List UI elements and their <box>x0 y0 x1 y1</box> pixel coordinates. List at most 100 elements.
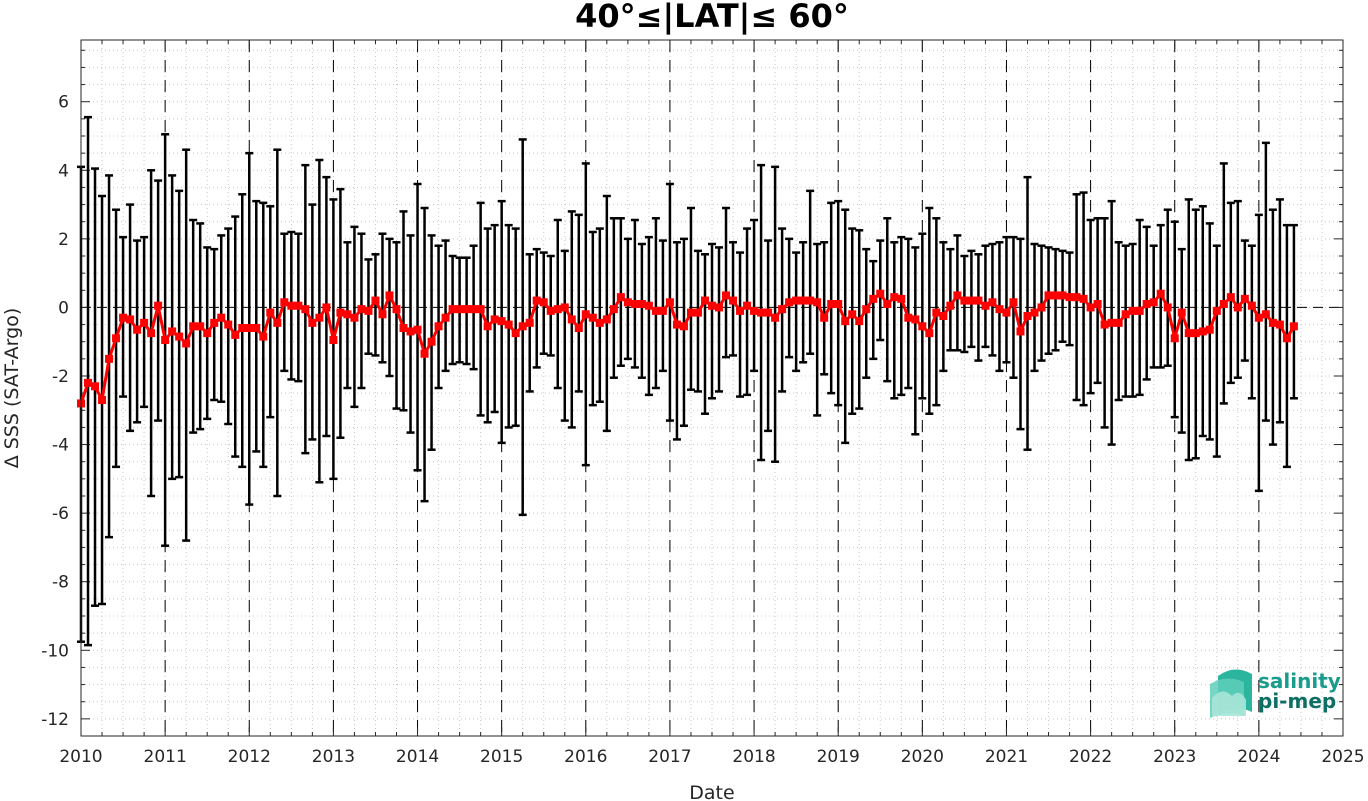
data-point <box>1289 322 1298 331</box>
data-point <box>441 313 450 322</box>
data-point <box>427 337 436 346</box>
data-point <box>1058 291 1067 300</box>
data-point <box>960 296 969 305</box>
data-point <box>1135 306 1144 315</box>
data-point <box>658 306 667 315</box>
y-tick-label: 6 <box>58 93 69 113</box>
data-point <box>1261 310 1270 319</box>
data-point <box>567 315 576 324</box>
x-tick-label: 2024 <box>1237 747 1280 767</box>
data-point <box>490 315 499 324</box>
data-point <box>294 301 303 310</box>
data-point <box>834 300 843 308</box>
data-point <box>1177 308 1186 317</box>
y-tick-label: -10 <box>41 641 69 661</box>
y-tick-label: 4 <box>58 161 69 181</box>
data-point <box>203 329 212 338</box>
data-point <box>91 382 100 391</box>
x-tick-label: 2011 <box>144 747 187 767</box>
x-tick-label: 2025 <box>1321 747 1364 767</box>
data-point <box>140 318 149 327</box>
data-point <box>918 322 927 331</box>
y-tick-labels: -12 -10 -8 -6 -4 -2 0 2 4 6 <box>41 93 69 730</box>
x-tick-label: 2023 <box>1153 747 1196 767</box>
data-point <box>665 298 674 307</box>
data-point <box>266 308 275 317</box>
data-point <box>939 312 948 320</box>
data-point <box>848 310 857 319</box>
data-point <box>806 296 815 305</box>
data-point <box>357 305 366 314</box>
data-point <box>841 317 850 326</box>
data-point <box>315 313 324 322</box>
data-point <box>105 354 114 363</box>
data-point <box>679 322 688 331</box>
data-point <box>630 300 639 308</box>
data-point <box>595 318 604 327</box>
data-point <box>336 308 345 317</box>
data-point <box>455 305 464 314</box>
data-point <box>497 317 506 326</box>
data-point <box>1051 291 1060 300</box>
data-point <box>539 298 548 307</box>
data-point <box>126 315 135 324</box>
data-point <box>750 306 759 315</box>
data-point <box>1275 320 1284 329</box>
data-point <box>245 324 254 332</box>
data-point <box>644 301 653 310</box>
data-point <box>897 294 906 303</box>
data-point <box>616 293 625 302</box>
logo-line2: pi-mep <box>1258 689 1336 713</box>
data-point <box>1212 306 1221 315</box>
data-point <box>259 332 268 341</box>
data-point <box>743 301 752 310</box>
data-point <box>392 305 401 314</box>
data-point <box>560 303 569 312</box>
data-point <box>308 318 317 327</box>
data-point <box>532 296 541 305</box>
x-tick-labels: 2010 2011 2012 2013 2014 2015 2016 2017 2018 2019… <box>59 747 1364 767</box>
data-point <box>84 378 93 387</box>
data-point <box>273 318 282 327</box>
data-point <box>974 296 983 305</box>
data-point <box>1121 310 1130 319</box>
y-tick-label: -4 <box>52 436 69 456</box>
chart-title: 40°≤|LAT|≤ 60° <box>575 0 849 36</box>
data-point <box>1128 306 1137 315</box>
salinity-pi-mep-logo: salinity pi-mep <box>1210 669 1341 718</box>
data-point <box>693 308 702 317</box>
data-point <box>322 303 331 312</box>
data-point <box>364 306 373 315</box>
data-point <box>217 313 226 322</box>
data-point <box>1170 334 1179 343</box>
data-point <box>904 313 913 322</box>
data-point <box>1114 318 1123 327</box>
data-point <box>771 313 780 322</box>
data-point <box>1009 298 1018 307</box>
data-point <box>434 322 443 331</box>
data-point <box>553 305 562 314</box>
y-tick-label: 2 <box>58 230 69 250</box>
data-point <box>504 320 513 329</box>
series-markers <box>77 289 1298 408</box>
data-point <box>1191 329 1200 338</box>
data-point <box>700 296 709 305</box>
data-point <box>1198 327 1207 336</box>
data-point <box>189 322 198 331</box>
data-point <box>329 336 338 344</box>
data-point <box>715 303 724 312</box>
data-point <box>757 308 766 317</box>
data-point <box>1072 293 1081 302</box>
data-point <box>988 298 997 307</box>
wave-logo-icon <box>1210 669 1252 718</box>
data-point <box>722 291 731 300</box>
data-point <box>154 301 163 310</box>
x-tick-label: 2017 <box>648 747 691 767</box>
x-tick-label: 2021 <box>985 747 1028 767</box>
data-point <box>350 313 359 322</box>
data-point <box>483 322 492 331</box>
data-point <box>708 301 716 310</box>
data-point <box>168 327 177 336</box>
data-point <box>252 324 261 332</box>
